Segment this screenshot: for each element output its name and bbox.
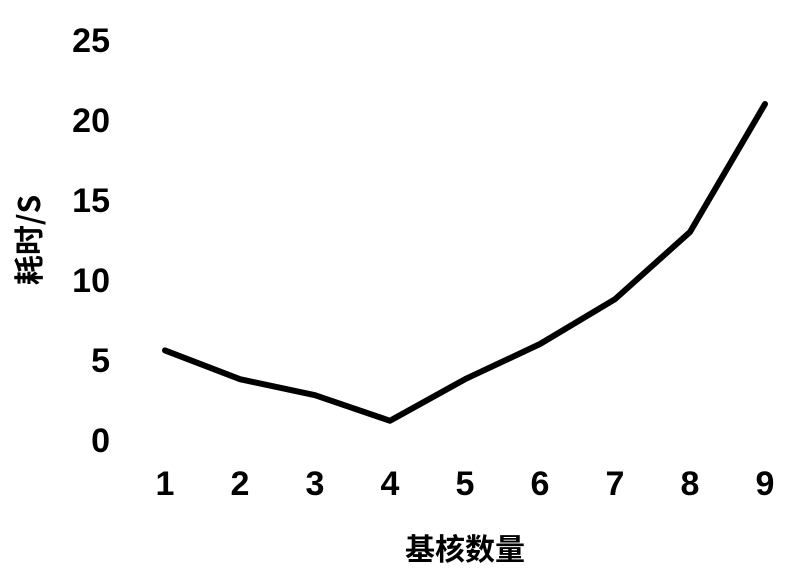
chart-svg: 0 5 10 15 20 25 1 2 3 4 5 6 7 8 9 耗时/S 基核数量 <box>0 0 802 583</box>
x-axis-ticks: 1 2 3 4 5 6 7 8 9 <box>156 465 775 503</box>
y-axis-ticks: 0 5 10 15 20 25 <box>72 22 110 460</box>
x-tick-label: 4 <box>381 465 400 503</box>
x-axis-title: 基核数量 <box>405 525 525 569</box>
y-axis-title: 耗时/S <box>5 195 49 285</box>
y-tick-label: 0 <box>91 422 110 460</box>
y-tick-label: 10 <box>72 262 110 300</box>
x-tick-label: 7 <box>606 465 625 503</box>
x-tick-label: 1 <box>156 465 175 503</box>
series-line <box>165 104 765 421</box>
y-tick-label: 20 <box>72 102 110 140</box>
y-tick-label: 25 <box>72 22 110 60</box>
x-tick-label: 3 <box>306 465 325 503</box>
y-tick-label: 15 <box>72 182 110 220</box>
x-tick-label: 5 <box>456 465 475 503</box>
x-tick-label: 6 <box>531 465 550 503</box>
x-tick-label: 2 <box>231 465 250 503</box>
x-tick-label: 8 <box>681 465 700 503</box>
x-tick-label: 9 <box>756 465 775 503</box>
line-chart: 0 5 10 15 20 25 1 2 3 4 5 6 7 8 9 耗时/S 基核数量 <box>0 0 802 583</box>
y-tick-label: 5 <box>91 342 110 380</box>
